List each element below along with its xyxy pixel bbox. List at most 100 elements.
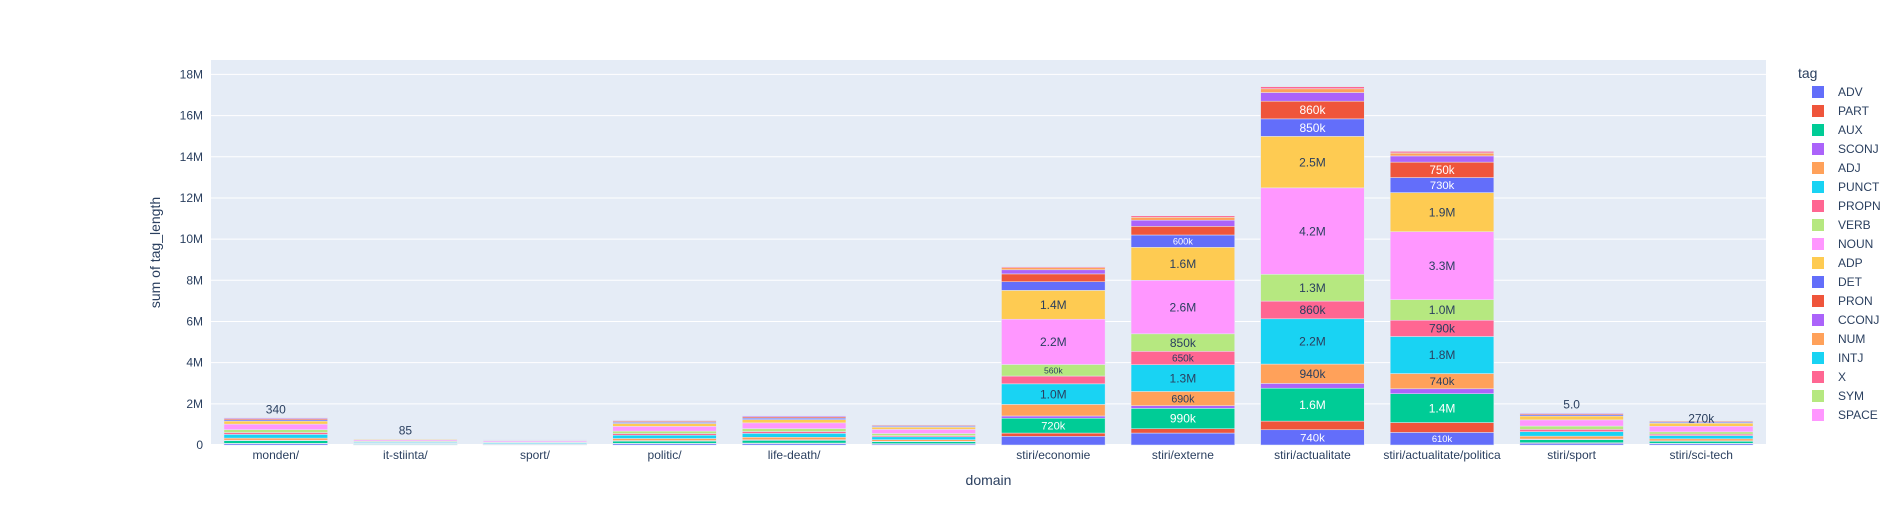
legend-swatch xyxy=(1812,238,1824,250)
bar-segment xyxy=(871,433,976,436)
legend-label: ADP xyxy=(1838,256,1863,270)
legend-label: SCONJ xyxy=(1838,142,1879,156)
x-tick-label: monden/ xyxy=(252,448,299,462)
legend-swatch xyxy=(1812,124,1824,136)
bar-segment xyxy=(1389,393,1495,423)
bar-segment xyxy=(1001,375,1106,385)
bar-segment xyxy=(1001,432,1106,437)
y-tick-label: 0 xyxy=(196,438,203,452)
bar-segment xyxy=(1519,425,1624,430)
bar-segment xyxy=(1260,383,1365,389)
segment-label: 1.0M xyxy=(1040,387,1067,401)
x-tick-label: sport/ xyxy=(520,448,551,462)
segment-label: 1.3M xyxy=(1299,281,1326,295)
bar-segment xyxy=(1649,435,1754,440)
segment-label: 85 xyxy=(399,423,413,437)
segment-label: 690k xyxy=(1171,393,1195,405)
bar-segment xyxy=(1389,155,1495,163)
bar-segment xyxy=(1260,318,1365,365)
segment-label: 610k xyxy=(1432,433,1453,444)
x-tick-label: stiri/sport xyxy=(1547,448,1596,462)
bar-segment xyxy=(1001,267,1106,271)
segment-label: 2.5M xyxy=(1299,155,1326,169)
segment-label: 1.9M xyxy=(1429,205,1456,219)
bar-segment xyxy=(1649,426,1754,433)
legend-label: PRON xyxy=(1838,294,1873,308)
legend-title: tag xyxy=(1798,65,1817,81)
segment-label: 1.4M xyxy=(1429,401,1456,415)
legend-swatch xyxy=(1812,333,1824,345)
bar-segment xyxy=(1130,217,1235,221)
legend-swatch xyxy=(1812,200,1824,212)
legend-swatch xyxy=(1812,257,1824,269)
y-tick-label: 16M xyxy=(180,109,203,123)
segment-label: 730k xyxy=(1430,180,1455,192)
bar-segment xyxy=(1001,269,1106,275)
x-tick-label: stiri/externe xyxy=(1152,448,1214,462)
bar-segment xyxy=(1519,429,1624,432)
bar-segment xyxy=(1519,419,1624,427)
bar-segment xyxy=(1519,435,1624,440)
legend-swatch xyxy=(1812,352,1824,364)
segment-label: 1.8M xyxy=(1429,348,1456,362)
bar-segment xyxy=(223,429,328,433)
bar-segment xyxy=(1260,136,1365,189)
segment-label: 850k xyxy=(1170,336,1197,350)
bar-segment xyxy=(1130,428,1235,434)
x-tick-label: it-stiinta/ xyxy=(383,448,428,462)
segment-label: 560k xyxy=(1044,365,1063,375)
segment-label: 720k xyxy=(1041,421,1066,433)
legend-swatch xyxy=(1812,162,1824,174)
bar-segment xyxy=(1130,432,1235,446)
legend-label: ADJ xyxy=(1838,161,1861,175)
segment-label: 790k xyxy=(1429,322,1456,336)
bar-segment xyxy=(1649,438,1754,442)
bar-segment xyxy=(1389,336,1495,374)
y-tick-label: 2M xyxy=(186,397,203,411)
legend-items: ADV PART AUX SCONJ ADJ PUNCT PROPN VERB NOUN ADP D… xyxy=(1812,85,1881,422)
bar-segment xyxy=(1260,92,1365,102)
legend-label: AUX xyxy=(1838,123,1863,137)
bar-segment xyxy=(612,440,717,444)
bar-segment xyxy=(871,429,976,434)
legend-label: DET xyxy=(1838,275,1863,289)
legend-label: ADV xyxy=(1838,85,1863,99)
segment-label: 1.3M xyxy=(1170,371,1197,385)
bar-segment xyxy=(612,434,717,439)
legend-swatch xyxy=(1812,409,1824,421)
legend-label: PART xyxy=(1838,104,1870,118)
segment-labels: 340 85 720k 1.0M 560k 2.2M 1.4M 990k 690k 1.3M 650… xyxy=(266,103,1715,444)
bar-segment xyxy=(1519,431,1624,437)
y-axis-title: sum of tag_length xyxy=(147,197,163,308)
legend: tag ADV PART AUX SCONJ ADJ PUNCT PROPN VERB NOUN… xyxy=(1798,65,1881,422)
bar-segment xyxy=(1001,415,1106,419)
bar-segment xyxy=(1130,247,1235,281)
x-tick-label: stiri/actualitate xyxy=(1274,448,1351,462)
legend-label: PUNCT xyxy=(1838,180,1880,194)
segment-label: 2.6M xyxy=(1170,300,1197,314)
segment-label: 1.0M xyxy=(1429,303,1456,317)
segment-label: 4.2M xyxy=(1299,224,1326,238)
x-axis-title: domain xyxy=(966,472,1012,488)
legend-label: X xyxy=(1838,370,1846,384)
segment-label: 850k xyxy=(1299,121,1326,135)
bar-segment xyxy=(742,419,847,424)
bar-segment xyxy=(223,432,328,435)
bars xyxy=(223,85,1754,446)
legend-swatch xyxy=(1812,219,1824,231)
plot-background xyxy=(211,60,1766,445)
segment-label: 860k xyxy=(1299,303,1326,317)
x-tick-label: life-death/ xyxy=(768,448,821,462)
bar-segment xyxy=(1519,415,1624,421)
segment-label: 1.6M xyxy=(1170,257,1197,271)
legend-swatch xyxy=(1812,390,1824,402)
y-tick-label: 6M xyxy=(186,314,203,328)
segment-label: 2.2M xyxy=(1299,335,1326,349)
bar-segment xyxy=(1389,422,1495,433)
bar-segment xyxy=(1389,152,1495,157)
legend-label: NUM xyxy=(1838,332,1865,346)
x-tick-label: stiri/actualitate/politica xyxy=(1383,448,1501,462)
bar-segment xyxy=(612,426,717,432)
bar-segment xyxy=(1001,436,1106,446)
segment-label: 1.4M xyxy=(1040,298,1067,312)
